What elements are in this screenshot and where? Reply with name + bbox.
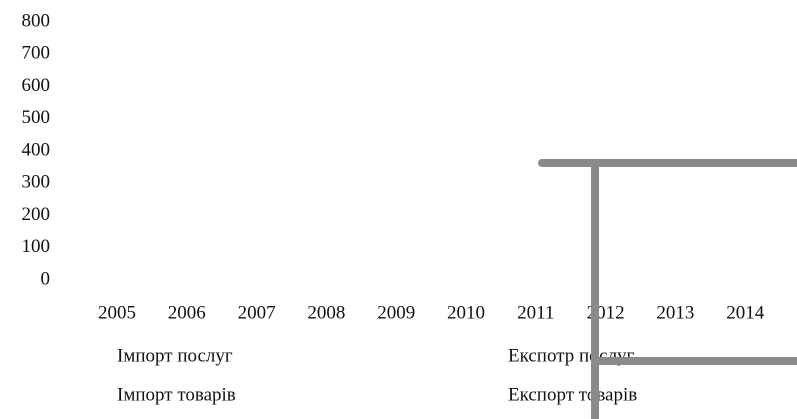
y-tick-label: 0 (41, 268, 51, 289)
y-tick-label: 200 (22, 204, 51, 225)
x-tick-label: 2011 (517, 302, 554, 323)
x-tick-label: 2008 (307, 302, 345, 323)
y-tick-label: 800 (22, 10, 51, 31)
x-tick-label: 2005 (98, 302, 136, 323)
y-tick-label: 100 (22, 236, 51, 257)
x-tick-label: 2014 (726, 302, 765, 323)
y-tick-label: 400 (22, 139, 51, 160)
y-tick-label: 600 (22, 75, 51, 96)
legend-label: Імпорт послуг (117, 345, 233, 366)
y-tick-label: 500 (22, 107, 51, 128)
legend-label: Експорт товарів (508, 384, 637, 405)
y-tick-label: 700 (22, 43, 51, 64)
y-tick-label: 300 (22, 172, 51, 193)
x-tick-label: 2007 (238, 302, 276, 323)
x-tick-label: 2009 (377, 302, 415, 323)
x-tick-label: 2006 (168, 302, 206, 323)
x-tick-label: 2013 (656, 302, 694, 323)
x-tick-label: 2010 (447, 302, 485, 323)
legend-label: Імпорт товарів (117, 384, 236, 405)
